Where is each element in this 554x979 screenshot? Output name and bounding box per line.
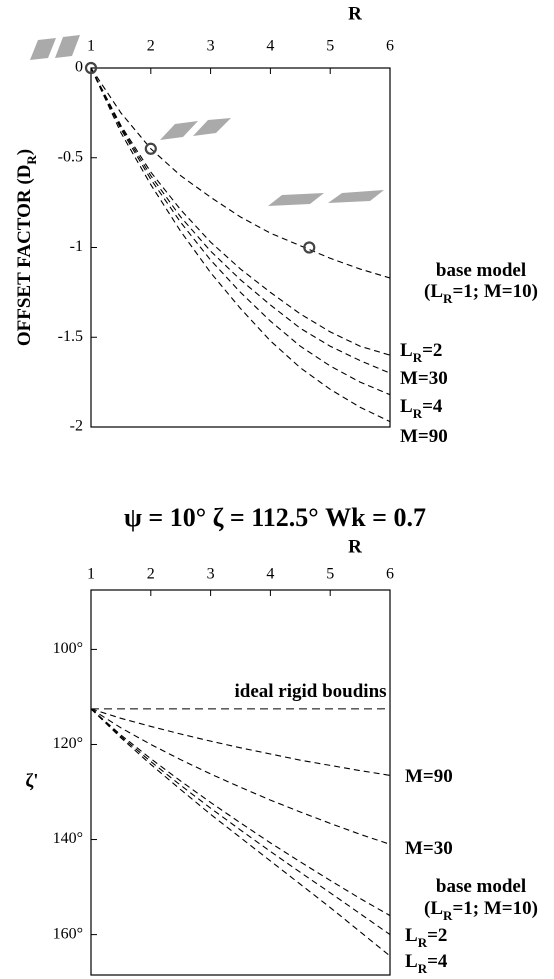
x-tick-label: 6 bbox=[386, 38, 394, 55]
subscript: R bbox=[413, 406, 423, 421]
boudin-icon bbox=[160, 121, 198, 140]
text-part: base model bbox=[436, 260, 526, 281]
text-part: base model bbox=[436, 876, 526, 897]
y-tick-label: -1 bbox=[70, 238, 83, 255]
x-tick-label: 1 bbox=[87, 566, 95, 583]
plot-frame bbox=[90, 589, 391, 976]
reference-label: ideal rigid boudins bbox=[234, 681, 386, 702]
series-line bbox=[90, 708, 391, 936]
x-tick-label: 2 bbox=[147, 38, 155, 55]
subscript: R bbox=[413, 350, 423, 365]
y-tick-label: 120° bbox=[53, 735, 83, 752]
text-part: ) bbox=[14, 149, 35, 155]
y-axis-title: OFFSET FACTOR (DR) bbox=[14, 149, 39, 346]
subscript: R bbox=[24, 155, 39, 165]
series-label: LR=4 bbox=[405, 951, 448, 976]
series-label: M=30 bbox=[400, 368, 448, 389]
text-part: =2 bbox=[427, 925, 447, 946]
boudin-icon bbox=[55, 35, 80, 58]
text-part: =4 bbox=[422, 396, 443, 417]
text-part: =2 bbox=[422, 340, 442, 361]
text-part: L bbox=[400, 340, 413, 361]
y-tick-label: 0 bbox=[75, 59, 83, 76]
text-part: L bbox=[405, 925, 418, 946]
text-part: M=90 bbox=[400, 426, 448, 447]
x-tick-label: 6 bbox=[386, 566, 394, 583]
text-part: =4 bbox=[427, 951, 448, 972]
text-part: M=30 bbox=[400, 368, 448, 389]
series-line bbox=[90, 708, 391, 917]
series-label: M=90 bbox=[405, 766, 453, 787]
series-line bbox=[90, 67, 391, 279]
series-line bbox=[90, 67, 391, 396]
text-part: =1; M=10) bbox=[452, 898, 538, 919]
text-part: M=90 bbox=[405, 766, 453, 787]
y-tick-label: -0.5 bbox=[58, 148, 83, 165]
series-label: M=90 bbox=[400, 426, 448, 447]
y-tick-label: 140° bbox=[53, 830, 83, 847]
x-tick-label: 2 bbox=[147, 566, 155, 583]
series-line bbox=[90, 708, 391, 776]
text-part: =1; M=10) bbox=[452, 281, 538, 302]
text-part: L bbox=[400, 396, 413, 417]
y-tick-label: 100° bbox=[53, 640, 83, 657]
x-tick-label: 1 bbox=[87, 38, 95, 55]
boudin-icon bbox=[193, 118, 231, 136]
y-axis-title: ζ' bbox=[25, 771, 38, 792]
text-part: (L bbox=[424, 898, 443, 919]
text-part: L bbox=[405, 951, 418, 972]
text-part: M=30 bbox=[405, 838, 453, 859]
x-tick-label: 5 bbox=[326, 38, 334, 55]
series-label: LR=4 bbox=[400, 396, 443, 421]
series-label: LR=2 bbox=[405, 925, 447, 950]
series-label: LR=2 bbox=[400, 340, 442, 365]
text-part: (L bbox=[424, 281, 443, 302]
y-tick-label: -2 bbox=[70, 418, 83, 435]
subscript: R bbox=[418, 961, 428, 976]
x-tick-label: 3 bbox=[207, 38, 215, 55]
x-tick-label: 4 bbox=[266, 566, 274, 583]
series-line bbox=[90, 67, 391, 423]
y-tick-label: -1.5 bbox=[58, 328, 83, 345]
series-line bbox=[90, 67, 391, 374]
boudin-icon bbox=[30, 38, 56, 60]
y-tick-label: 160° bbox=[53, 925, 83, 942]
series-line bbox=[90, 708, 391, 957]
plot-frame bbox=[90, 67, 391, 428]
series-line bbox=[90, 708, 391, 845]
marker-point bbox=[144, 142, 157, 155]
series-line bbox=[90, 67, 391, 356]
subscript: R bbox=[443, 291, 453, 306]
series-label: (LR=1; M=10) bbox=[424, 898, 538, 923]
text-part: ζ' bbox=[25, 771, 38, 792]
x-axis-title: R bbox=[348, 3, 362, 24]
subscript: R bbox=[443, 908, 453, 923]
series-label: base model bbox=[436, 876, 526, 897]
subscript: R bbox=[418, 935, 428, 950]
series-label: M=30 bbox=[405, 838, 453, 859]
text-part: OFFSET FACTOR (D bbox=[14, 165, 35, 347]
x-tick-label: 3 bbox=[207, 566, 215, 583]
x-axis-title: R bbox=[348, 536, 362, 557]
series-label: (LR=1; M=10) bbox=[424, 281, 538, 306]
figure-title: ψ = 10° ζ = 112.5° Wk = 0.7 bbox=[124, 503, 426, 532]
boudin-icon bbox=[328, 190, 384, 203]
boudin-icon bbox=[268, 193, 324, 206]
x-tick-label: 4 bbox=[266, 38, 274, 55]
marker-point bbox=[303, 241, 316, 254]
marker-point bbox=[84, 61, 98, 75]
x-tick-label: 5 bbox=[326, 566, 334, 583]
boudin-icons bbox=[30, 35, 384, 206]
series-label: base model bbox=[436, 260, 526, 281]
